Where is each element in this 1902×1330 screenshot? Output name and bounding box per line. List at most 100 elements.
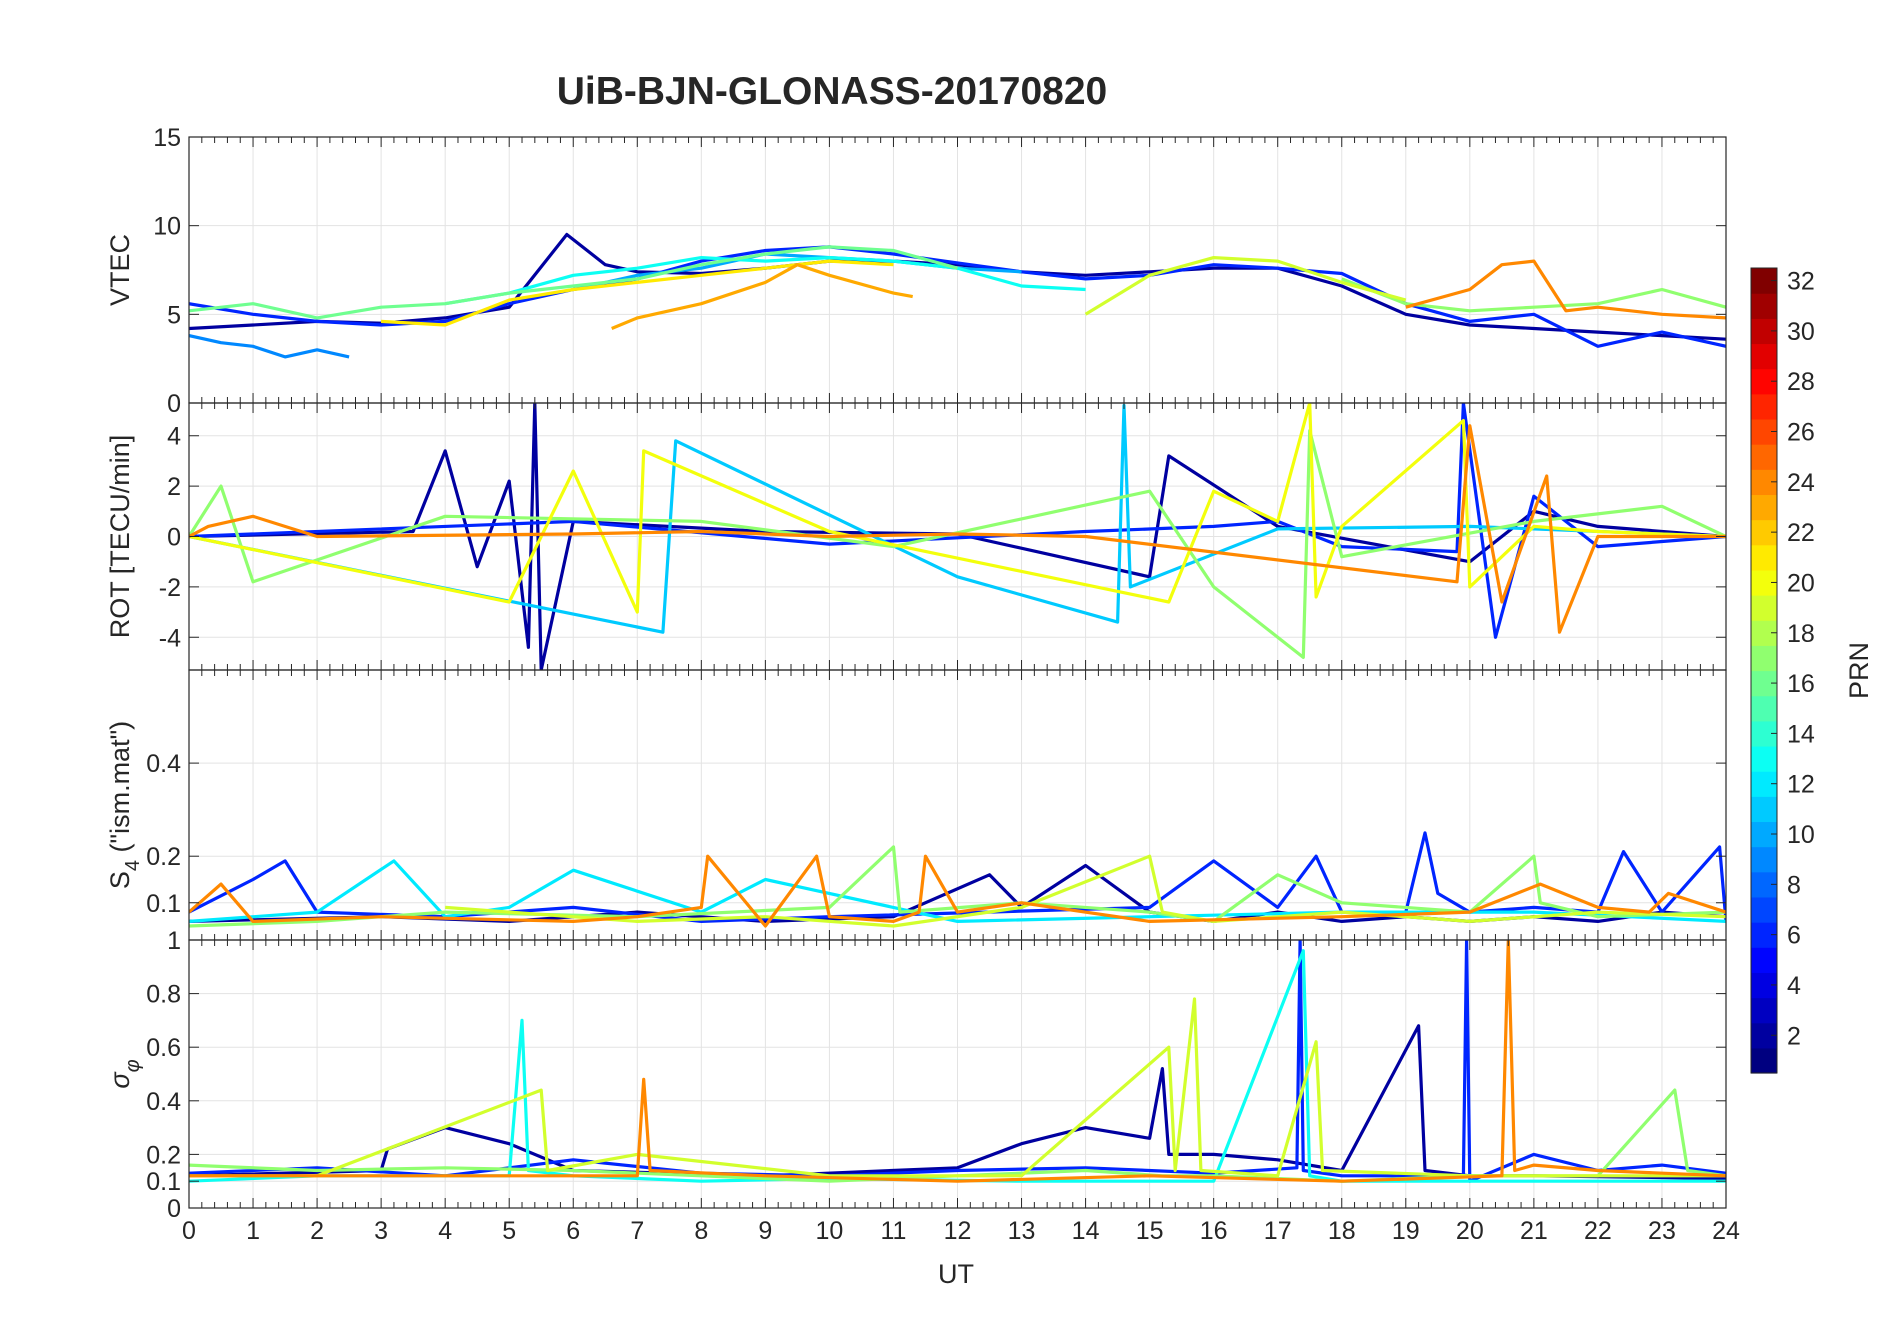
x-tick-label: 1 xyxy=(246,1217,260,1245)
y-tick-label-rot: 4 xyxy=(167,423,181,451)
colorbar-swatch xyxy=(1751,796,1777,823)
series-line-prn-24 xyxy=(189,940,1726,1183)
colorbar-swatch xyxy=(1751,997,1777,1024)
colorbar-tick-label: 20 xyxy=(1787,569,1815,597)
x-tick-label: 23 xyxy=(1648,1217,1676,1245)
y-tick-label-rot: 2 xyxy=(167,473,181,501)
colorbar-tick-label: 8 xyxy=(1787,871,1801,899)
colorbar-tick-label: 28 xyxy=(1787,368,1815,396)
chart-title: UiB-BJN-GLONASS-20170820 xyxy=(557,70,1108,113)
panel-sigma: 00.10.2 0.4 0.6 0.8 1 σφ xyxy=(105,927,1727,1223)
colorbar-swatch xyxy=(1751,947,1777,973)
series-line-prn-17 xyxy=(189,1088,1726,1183)
y-tick-label-s4: 0.2 xyxy=(146,843,181,871)
series-line-prn-20 xyxy=(189,403,1726,614)
series-line-prn-19 xyxy=(1084,256,1407,316)
series-line-prn-19 xyxy=(189,997,1726,1178)
series-line-prn-24 xyxy=(189,854,1726,928)
x-tick-label: 17 xyxy=(1264,1217,1292,1245)
colorbar-tick-label: 16 xyxy=(1787,670,1815,698)
x-tick-label: 9 xyxy=(758,1217,772,1245)
colorbar-swatch xyxy=(1751,846,1777,873)
series-line-prn-24 xyxy=(189,424,1726,634)
x-tick-label: 7 xyxy=(630,1217,644,1245)
y-tick-label-sigma: 0 xyxy=(167,1195,181,1223)
x-tick-label: 8 xyxy=(694,1217,708,1245)
colorbar-swatch xyxy=(1751,896,1777,923)
y-tick-label-vtec-zero: 0 xyxy=(167,390,181,418)
colorbar-tick-label: 18 xyxy=(1787,620,1815,648)
x-tick-label: 15 xyxy=(1136,1217,1164,1245)
y-tick-label-sigma: 0.2 xyxy=(146,1141,181,1169)
colorbar-tick-label: 22 xyxy=(1787,519,1815,547)
y-axis-label-rest: ("ism.mat") xyxy=(105,721,135,860)
colorbar-tick-label: 26 xyxy=(1787,419,1815,447)
x-tick-label: 0 xyxy=(182,1217,196,1245)
series-line-prn-9 xyxy=(189,334,350,359)
y-tick-label-rot: -4 xyxy=(159,624,181,652)
colorbar-frame xyxy=(1750,267,1778,1074)
minor-ticks-s4 xyxy=(188,670,1727,940)
colorbar-tick-label: 4 xyxy=(1787,972,1801,1000)
colorbar-tick-label: 12 xyxy=(1787,771,1815,799)
y-tick-label-rot: -2 xyxy=(159,574,181,602)
series-line-prn-6 xyxy=(189,403,1726,639)
x-tick-label: 2 xyxy=(310,1217,324,1245)
colorbar-tick-label: 24 xyxy=(1787,469,1815,497)
y-axis-label-vtec: VTEC xyxy=(105,234,135,306)
series-sigma xyxy=(189,940,1726,1183)
y-axis-label-sub: φ xyxy=(122,1059,144,1072)
y-tick-label-sigma: 0.8 xyxy=(146,981,181,1009)
x-tick-label: 6 xyxy=(566,1217,580,1245)
series-line-prn-6 xyxy=(189,245,1726,348)
y-axis-label-sub: 4 xyxy=(122,860,144,871)
series-line-prn-17 xyxy=(189,429,1726,660)
series-line-prn-2 xyxy=(189,1024,1726,1181)
minor-ticks-rot xyxy=(188,403,1727,670)
colorbar-tick-label: 30 xyxy=(1787,318,1815,346)
y-tick-label-rot: 0 xyxy=(167,524,181,552)
x-tick-label: 16 xyxy=(1200,1217,1228,1245)
colorbar-tick-label: 2 xyxy=(1787,1022,1801,1050)
series-line-prn-13 xyxy=(444,256,1086,306)
colorbar-swatch xyxy=(1751,343,1777,370)
x-tick-label: 22 xyxy=(1584,1217,1612,1245)
y-axis-label-s4: S4 ("ism.mat") xyxy=(105,721,144,889)
colorbar-swatch xyxy=(1751,544,1777,571)
x-tick-label: 3 xyxy=(374,1217,388,1245)
y-axis-label-rot: ROT [TECU/min] xyxy=(105,435,135,639)
colorbar-tick-label: 10 xyxy=(1787,821,1815,849)
colorbar-tick-label: 14 xyxy=(1787,720,1815,748)
y-tick-label-sigma: 0.4 xyxy=(146,1088,181,1116)
x-tick-label: 19 xyxy=(1392,1217,1420,1245)
y-tick-label-vtec: 10 xyxy=(153,213,181,241)
y-tick-label-sigma: 0.6 xyxy=(146,1034,181,1062)
series-vtec xyxy=(189,232,1726,359)
x-tick-label: 24 xyxy=(1712,1217,1740,1245)
x-tick-label: 21 xyxy=(1520,1217,1548,1245)
series-line-prn-11 xyxy=(189,403,1726,634)
x-tick-label: 13 xyxy=(1008,1217,1036,1245)
x-tick-label: 18 xyxy=(1328,1217,1356,1245)
x-tick-label: 5 xyxy=(502,1217,516,1245)
colorbar-swatch xyxy=(1751,293,1777,319)
series-line-prn-21 xyxy=(381,259,894,327)
y-tick-label-sigma: 0.1 xyxy=(146,1168,181,1196)
colorbar-swatch xyxy=(1751,393,1777,420)
y-tick-label-s4: 0.4 xyxy=(146,750,181,778)
y-axis-label-main: σ xyxy=(105,1071,135,1089)
panel-vtec: 5 10 15 0 VTEC xyxy=(105,124,1727,418)
colorbar-swatch xyxy=(1751,494,1777,521)
x-tick-label: 14 xyxy=(1072,1217,1100,1245)
x-tick-label: 11 xyxy=(880,1217,906,1245)
minor-ticks-sigma xyxy=(188,939,1727,1209)
panel-s4: 0.10.20.4S4 ("ism.mat") xyxy=(105,669,1727,941)
colorbar-swatch xyxy=(1751,1047,1777,1074)
colorbar-label: PRN xyxy=(1844,642,1874,699)
colorbar-swatch xyxy=(1751,645,1777,672)
series-rot xyxy=(189,403,1726,670)
minor-ticks-vtec xyxy=(188,136,1727,403)
